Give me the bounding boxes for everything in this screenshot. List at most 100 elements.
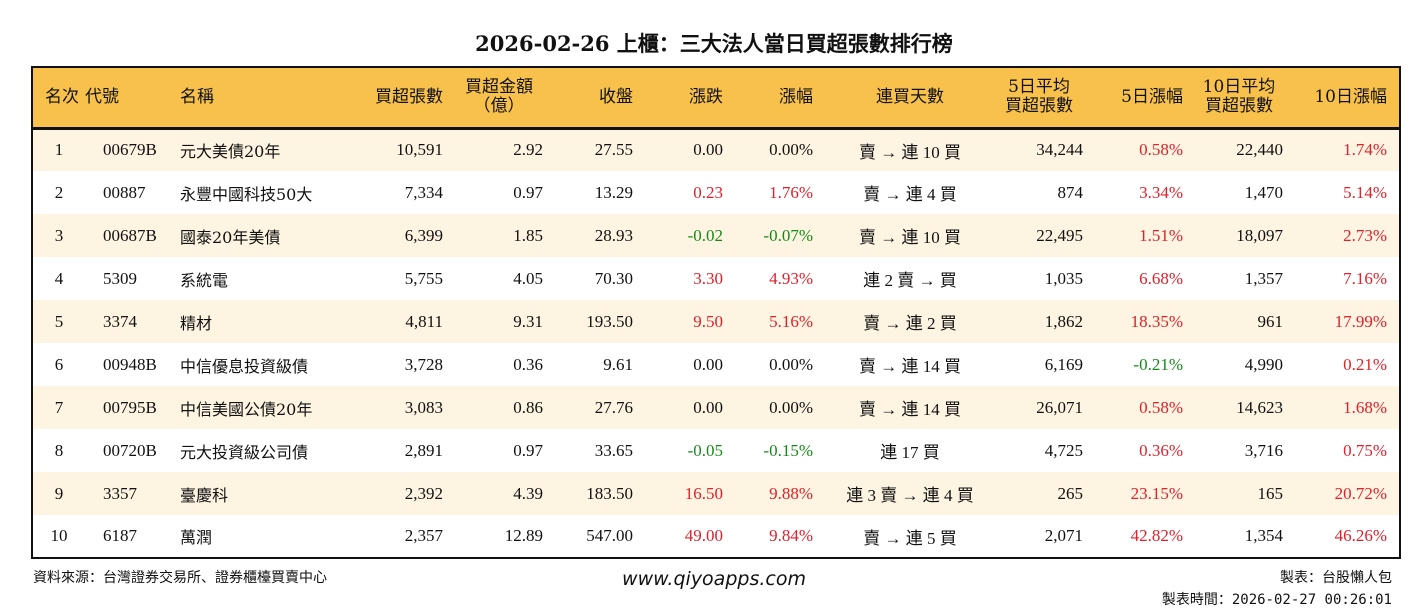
cell-name: 國泰20年美債	[180, 227, 281, 247]
ranking-table: 名次 代號 名稱 買超張數 買超金額 （億） 收盤 漲跌 漲幅 連買天數 5日平均 買超張數 5日漲…	[31, 66, 1401, 559]
cell-close: 193.50	[586, 311, 633, 331]
cell-close: 33.65	[594, 440, 633, 460]
cell-avg5-volume: 22,495	[1036, 225, 1083, 245]
cell-change5-pct: 0.58%	[1139, 397, 1183, 417]
cell-change5-pct: 0.58%	[1139, 140, 1183, 160]
header-change10-pct: 10日漲幅	[1314, 86, 1387, 107]
cell-change5-pct: 3.34%	[1139, 182, 1183, 202]
cell-rank: 5	[54, 311, 64, 331]
website-link[interactable]: www.qiyoapps.com	[622, 568, 806, 590]
cell-change: 0.00	[693, 354, 723, 374]
cell-change: -0.02	[687, 225, 723, 245]
cell-buy-amount: 4.39	[513, 483, 543, 503]
cell-change-pct: 1.76%	[769, 182, 813, 202]
cell-change10-pct: 2.73%	[1343, 225, 1387, 245]
cell-rank: 3	[54, 225, 64, 245]
cell-streak: 賣 → 連 14 買	[859, 400, 961, 419]
table-header: 名次 代號 名稱 買超張數 買超金額 （億） 收盤 漲跌 漲幅 連買天數 5日平均 買超張數 5日漲…	[32, 67, 1400, 128]
cell-avg10-volume: 1,357	[1244, 268, 1283, 288]
cell-buy-amount: 4.05	[513, 268, 543, 288]
cell-name: 臺慶科	[180, 485, 229, 505]
cell-buy-amount: 12.89	[504, 526, 543, 545]
cell-avg10-volume: 14,623	[1236, 397, 1283, 417]
cell-code: 00679B	[103, 140, 157, 160]
cell-rank: 2	[54, 182, 64, 202]
cell-streak: 賣 → 連 10 買	[859, 142, 961, 162]
cell-change: 49.00	[684, 526, 723, 545]
cell-change5-pct: 18.35%	[1130, 311, 1183, 331]
cell-buy-volume: 7,334	[404, 182, 443, 202]
cell-close: 27.76	[594, 397, 633, 417]
header-buy-volume: 買超張數	[375, 86, 443, 107]
data-source: 資料來源：台灣證券交易所、證券櫃檯買賣中心	[33, 570, 327, 586]
cell-buy-volume: 2,357	[404, 526, 443, 545]
cell-code: 00720B	[103, 440, 157, 460]
cell-buy-volume: 2,891	[404, 440, 443, 460]
cell-rank: 10	[50, 526, 68, 545]
cell-close: 9.61	[603, 354, 633, 374]
cell-change10-pct: 0.21%	[1343, 354, 1387, 374]
cell-buy-volume: 4,811	[405, 311, 443, 331]
cell-close: 70.30	[594, 268, 633, 288]
cell-avg10-volume: 961	[1257, 311, 1284, 331]
table-row: 3 00687B 國泰20年美債 6,399 1.85 28.93 -0.02 -0.07% 賣…	[32, 214, 1400, 257]
cell-change10-pct: 0.75%	[1343, 440, 1387, 460]
cell-change10-pct: 20.72%	[1334, 483, 1387, 503]
cell-change5-pct: -0.21%	[1133, 354, 1183, 374]
cell-streak: 賣 → 連 14 買	[859, 357, 961, 376]
header-name: 名稱	[180, 86, 214, 107]
cell-change-pct: 0.00%	[769, 140, 813, 160]
cell-name: 元大投資級公司債	[180, 442, 309, 462]
cell-streak: 連 17 買	[880, 443, 940, 462]
table-row: 9 3357 臺慶科 2,392 4.39 183.50 16.50 9.88% 連 3 賣 →…	[32, 472, 1400, 515]
cell-avg5-volume: 26,071	[1036, 397, 1083, 417]
cell-change10-pct: 1.68%	[1343, 397, 1387, 417]
cell-avg5-volume: 2,071	[1044, 526, 1083, 545]
cell-avg10-volume: 3,716	[1244, 440, 1283, 460]
cell-avg5-volume: 265	[1057, 483, 1084, 503]
cell-change: 3.30	[693, 268, 723, 288]
cell-rank: 9	[54, 483, 64, 503]
cell-change5-pct: 1.51%	[1139, 225, 1183, 245]
cell-avg5-volume: 874	[1057, 182, 1084, 202]
cell-code: 3357	[103, 483, 137, 503]
cell-buy-volume: 5,755	[404, 268, 443, 288]
cell-change: 0.00	[693, 140, 723, 160]
cell-change-pct: 0.00%	[769, 354, 813, 374]
cell-buy-amount: 1.85	[513, 225, 543, 245]
cell-buy-amount: 0.97	[513, 440, 543, 460]
cell-change10-pct: 17.99%	[1334, 311, 1387, 331]
cell-buy-volume: 10,591	[396, 140, 443, 160]
cell-code: 6187	[103, 526, 137, 545]
cell-avg10-volume: 18,097	[1236, 225, 1283, 245]
cell-rank: 7	[54, 397, 64, 417]
cell-buy-amount: 9.31	[513, 311, 543, 331]
cell-buy-amount: 0.86	[513, 397, 543, 417]
cell-change: 0.23	[693, 182, 723, 202]
cell-close: 547.00	[586, 526, 633, 545]
cell-streak: 連 2 賣 → 買	[863, 271, 957, 290]
cell-buy-amount: 0.97	[513, 182, 543, 202]
cell-code: 00795B	[103, 397, 157, 417]
cell-change10-pct: 7.16%	[1343, 268, 1387, 288]
cell-buy-amount: 0.36	[513, 354, 543, 374]
table-row: 4 5309 系統電 5,755 4.05 70.30 3.30 4.93% 連 2 賣 → 買…	[32, 257, 1400, 300]
cell-change: 0.00	[693, 397, 723, 417]
cell-change: 9.50	[693, 311, 723, 331]
cell-change: 16.50	[684, 483, 723, 503]
cell-buy-volume: 6,399	[404, 225, 443, 245]
cell-rank: 4	[54, 268, 64, 288]
cell-change-pct: -0.07%	[763, 225, 813, 245]
table-row: 7 00795B 中信美國公債20年 3,083 0.86 27.76 0.00 0.00% 賣…	[32, 386, 1400, 429]
cell-change-pct: 0.00%	[769, 397, 813, 417]
cell-rank: 6	[54, 354, 64, 374]
cell-change5-pct: 23.15%	[1130, 483, 1183, 503]
cell-change-pct: -0.15%	[763, 440, 813, 460]
cell-buy-volume: 3,083	[404, 397, 443, 417]
cell-change5-pct: 42.82%	[1130, 526, 1183, 545]
cell-change10-pct: 46.26%	[1334, 526, 1387, 545]
cell-code: 5309	[103, 268, 137, 288]
cell-close: 27.55	[594, 140, 633, 160]
table-row: 6 00948B 中信優息投資級債 3,728 0.36 9.61 0.00 0.00% 賣 →…	[32, 343, 1400, 386]
cell-name: 精材	[180, 313, 213, 333]
